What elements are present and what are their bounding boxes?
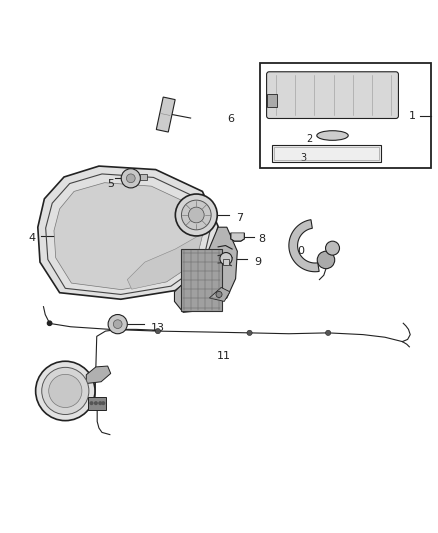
Text: 4: 4	[28, 233, 35, 243]
Bar	[267, 94, 277, 107]
Circle shape	[216, 292, 222, 297]
Bar	[88, 397, 106, 410]
Bar	[223, 259, 229, 265]
Circle shape	[325, 330, 331, 335]
Text: 7: 7	[237, 213, 244, 223]
Text: 10: 10	[292, 246, 306, 256]
Circle shape	[49, 374, 82, 408]
Bar	[272, 145, 381, 161]
Polygon shape	[54, 183, 203, 289]
Polygon shape	[86, 366, 111, 384]
Circle shape	[121, 169, 141, 188]
Circle shape	[113, 320, 122, 328]
Polygon shape	[209, 287, 230, 302]
Circle shape	[220, 253, 232, 265]
Text: 12: 12	[57, 411, 71, 421]
Circle shape	[175, 194, 217, 236]
Text: 5: 5	[107, 179, 114, 189]
Circle shape	[99, 402, 102, 405]
Bar	[274, 147, 379, 160]
Circle shape	[181, 200, 211, 230]
Text: 9: 9	[254, 257, 261, 267]
Circle shape	[127, 174, 135, 183]
Polygon shape	[231, 233, 244, 241]
Text: 2: 2	[307, 134, 313, 144]
Bar	[261, 63, 431, 168]
Text: 8: 8	[258, 234, 265, 244]
Polygon shape	[174, 227, 237, 312]
Circle shape	[325, 241, 339, 255]
Circle shape	[247, 330, 252, 335]
Text: 3: 3	[300, 153, 306, 163]
Bar	[140, 174, 148, 180]
Text: 1: 1	[409, 111, 416, 121]
Circle shape	[317, 251, 335, 269]
Circle shape	[108, 314, 127, 334]
Ellipse shape	[317, 131, 348, 140]
Polygon shape	[127, 233, 203, 289]
Bar	[181, 249, 222, 311]
Circle shape	[155, 328, 160, 334]
Circle shape	[95, 402, 97, 405]
Polygon shape	[38, 166, 218, 299]
Circle shape	[188, 207, 204, 223]
Circle shape	[102, 402, 105, 405]
Circle shape	[47, 321, 52, 326]
Text: 11: 11	[216, 351, 230, 361]
Circle shape	[42, 367, 89, 415]
FancyBboxPatch shape	[267, 72, 399, 118]
Circle shape	[35, 361, 95, 421]
Polygon shape	[289, 220, 319, 272]
Text: 6: 6	[228, 114, 235, 124]
Circle shape	[90, 402, 93, 405]
Text: 13: 13	[151, 324, 165, 334]
Polygon shape	[156, 97, 175, 132]
